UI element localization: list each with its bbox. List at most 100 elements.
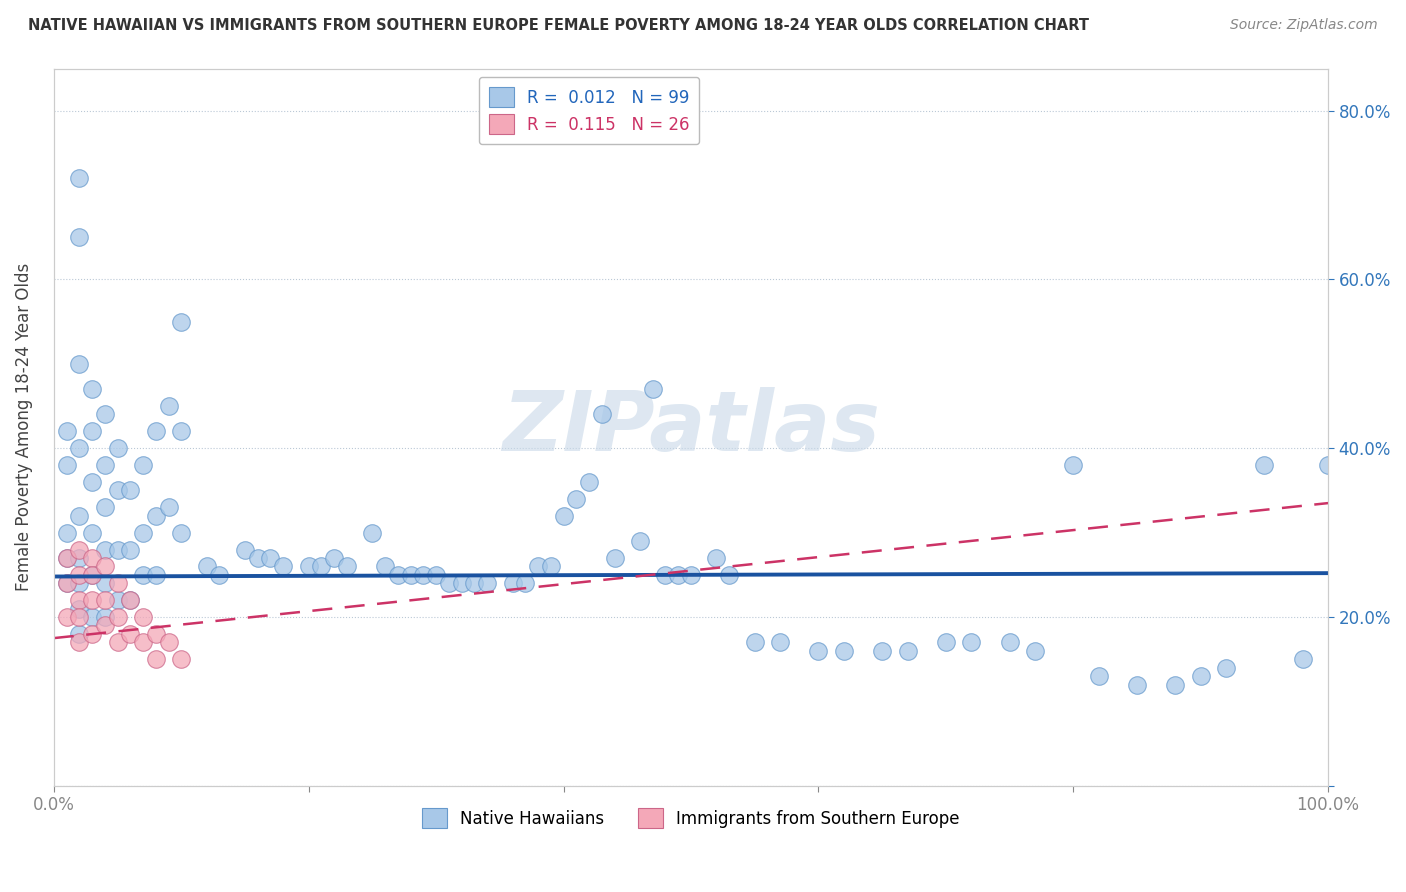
Text: ZIPatlas: ZIPatlas — [502, 386, 880, 467]
Point — [323, 551, 346, 566]
Point — [157, 635, 180, 649]
Point — [132, 610, 155, 624]
Point — [718, 567, 741, 582]
Point — [67, 551, 90, 566]
Point — [80, 627, 103, 641]
Point — [998, 635, 1021, 649]
Point — [55, 576, 77, 591]
Point — [55, 458, 77, 472]
Point — [336, 559, 359, 574]
Point — [870, 644, 893, 658]
Point — [132, 525, 155, 540]
Point — [107, 593, 129, 607]
Point — [80, 551, 103, 566]
Point — [361, 525, 384, 540]
Point — [311, 559, 333, 574]
Point — [67, 610, 90, 624]
Point — [67, 635, 90, 649]
Point — [628, 534, 651, 549]
Point — [120, 483, 142, 498]
Point — [1062, 458, 1084, 472]
Y-axis label: Female Poverty Among 18-24 Year Olds: Female Poverty Among 18-24 Year Olds — [15, 263, 32, 591]
Point — [145, 627, 167, 641]
Point — [94, 576, 117, 591]
Point — [298, 559, 321, 574]
Point — [80, 610, 103, 624]
Point — [208, 567, 231, 582]
Legend: Native Hawaiians, Immigrants from Southern Europe: Native Hawaiians, Immigrants from Southe… — [416, 801, 966, 835]
Point — [374, 559, 396, 574]
Point — [1215, 660, 1237, 674]
Point — [425, 567, 447, 582]
Point — [67, 442, 90, 456]
Point — [832, 644, 855, 658]
Point — [80, 567, 103, 582]
Point — [67, 627, 90, 641]
Point — [107, 610, 129, 624]
Point — [769, 635, 792, 649]
Point — [527, 559, 550, 574]
Point — [170, 315, 193, 329]
Point — [107, 442, 129, 456]
Point — [94, 618, 117, 632]
Point — [120, 627, 142, 641]
Point — [107, 483, 129, 498]
Point — [1126, 677, 1149, 691]
Point — [107, 635, 129, 649]
Point — [55, 551, 77, 566]
Point — [170, 652, 193, 666]
Point — [157, 399, 180, 413]
Point — [157, 500, 180, 515]
Point — [475, 576, 498, 591]
Point — [80, 593, 103, 607]
Point — [233, 542, 256, 557]
Point — [132, 635, 155, 649]
Point — [399, 567, 422, 582]
Point — [450, 576, 472, 591]
Point — [94, 500, 117, 515]
Point — [1317, 458, 1340, 472]
Point — [553, 508, 575, 523]
Point — [565, 491, 588, 506]
Point — [246, 551, 269, 566]
Point — [67, 171, 90, 186]
Point — [437, 576, 460, 591]
Point — [897, 644, 920, 658]
Point — [502, 576, 524, 591]
Point — [679, 567, 702, 582]
Point — [145, 567, 167, 582]
Point — [1087, 669, 1109, 683]
Point — [67, 508, 90, 523]
Point — [67, 576, 90, 591]
Point — [145, 508, 167, 523]
Point — [132, 567, 155, 582]
Point — [94, 610, 117, 624]
Point — [706, 551, 728, 566]
Point — [67, 542, 90, 557]
Point — [94, 593, 117, 607]
Point — [515, 576, 537, 591]
Point — [259, 551, 281, 566]
Point — [271, 559, 294, 574]
Point — [960, 635, 983, 649]
Point — [1024, 644, 1046, 658]
Point — [94, 408, 117, 422]
Point — [55, 576, 77, 591]
Point — [55, 525, 77, 540]
Point — [80, 525, 103, 540]
Point — [387, 567, 409, 582]
Point — [94, 458, 117, 472]
Point — [67, 593, 90, 607]
Point — [170, 525, 193, 540]
Point — [195, 559, 218, 574]
Point — [80, 382, 103, 396]
Point — [67, 567, 90, 582]
Point — [55, 425, 77, 439]
Point — [145, 425, 167, 439]
Point — [744, 635, 766, 649]
Point — [107, 576, 129, 591]
Point — [1253, 458, 1275, 472]
Point — [67, 230, 90, 244]
Point — [67, 357, 90, 371]
Point — [107, 542, 129, 557]
